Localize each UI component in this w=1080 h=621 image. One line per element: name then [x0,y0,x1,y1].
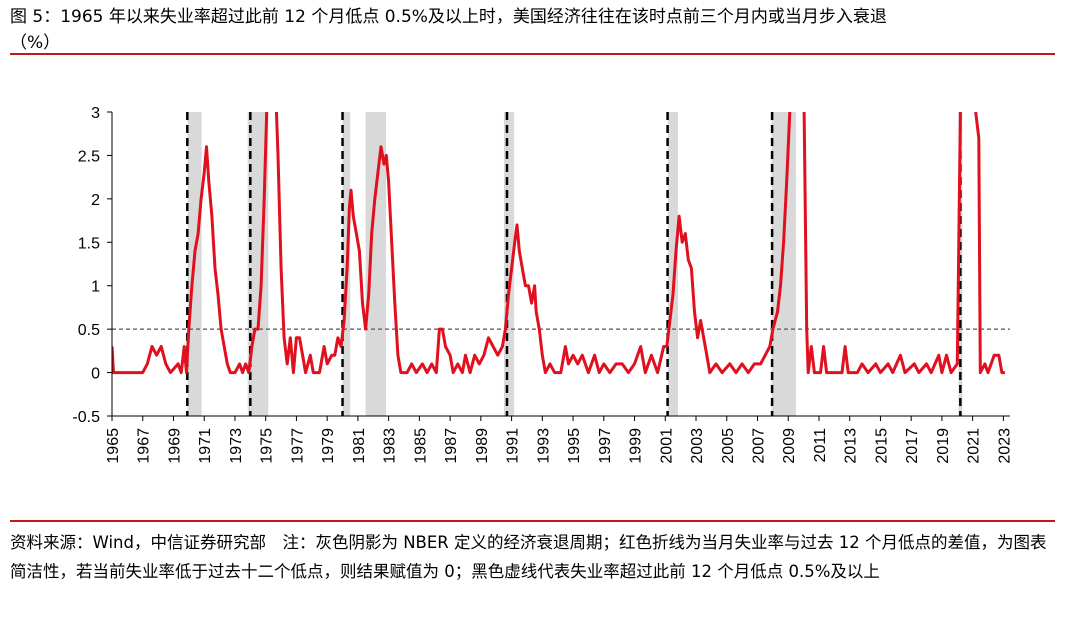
title-unit: （%） [10,33,61,53]
recession-shade [365,112,387,416]
x-tick-label: 2017 [904,428,921,464]
x-tick-label: 1991 [505,428,522,464]
x-tick-label: 2019 [935,428,952,464]
y-tick-label: 1 [91,279,100,296]
y-tick-label: 0.5 [78,322,100,339]
note: 注：灰色阴影为 NBER 定义的经济衰退周期；红色折线为当月失业率与过去 12 … [10,533,1047,581]
x-tick-label: 1995 [566,428,583,464]
x-tick-label: 1973 [228,428,245,464]
x-tick-label: 1965 [105,428,122,464]
chart: -0.5 0 0.5 1 1.5 2 2.5 3 1965 1967 1969 1971 1973 197… [72,105,1013,464]
x-tick-label: 1975 [259,428,276,464]
footer-rule [10,520,1055,522]
x-tick-label: 1967 [136,428,153,464]
title-text: 图 5：1965 年以来失业率超过此前 12 个月低点 0.5%及以上时，美国经… [10,7,887,27]
x-tick-label: 1971 [197,428,214,464]
x-tick-label: 1985 [412,428,429,464]
y-tick-label: 3 [91,105,100,122]
x-tick-label: 1981 [351,428,368,464]
x-tick-label: 1983 [382,428,399,464]
x-tick-label: 2011 [812,428,829,463]
x-tick-label: 2005 [720,428,737,464]
y-tick-label: 0 [91,366,100,383]
y-tick-label: 1.5 [78,235,100,252]
x-tick-label: 2021 [966,428,983,464]
footer: 资料来源：Wind，中信证券研究部 注：灰色阴影为 NBER 定义的经济衰退周期… [10,528,1060,586]
x-tick-label: 2001 [658,428,675,464]
chart-title: 图 5：1965 年以来失业率超过此前 12 个月低点 0.5%及以上时，美国经… [10,4,1070,56]
x-tick-label: 2013 [843,428,860,464]
x-tick-label: 1993 [535,428,552,464]
title-rule [10,53,1055,55]
x-tick-label: 2015 [873,428,890,464]
x-tick-label: 1989 [474,428,491,464]
data-line [112,112,1005,375]
x-tick-label: 1979 [320,428,337,464]
y-tick-label: 2 [91,192,100,209]
x-tick-label: 1997 [597,428,614,464]
x-tick-label: 1987 [443,428,460,464]
recession-shade [503,112,515,416]
x-tick-label: 2009 [781,428,798,464]
y-tick-label: -0.5 [72,409,100,426]
y-tick-label: 2.5 [78,148,100,165]
x-tick-label: 1969 [166,428,183,464]
source: 资料来源：Wind，中信证券研究部 [10,533,266,552]
x-tick-label: 1977 [289,428,306,464]
x-tick-label: 2023 [996,428,1013,464]
recession-shade [667,112,679,416]
recession-shade [771,112,796,416]
x-tick-label: 2007 [750,428,767,464]
x-tick-label: 1999 [628,428,645,464]
recession-shade [958,112,963,416]
x-tick-label: 2003 [689,428,706,464]
